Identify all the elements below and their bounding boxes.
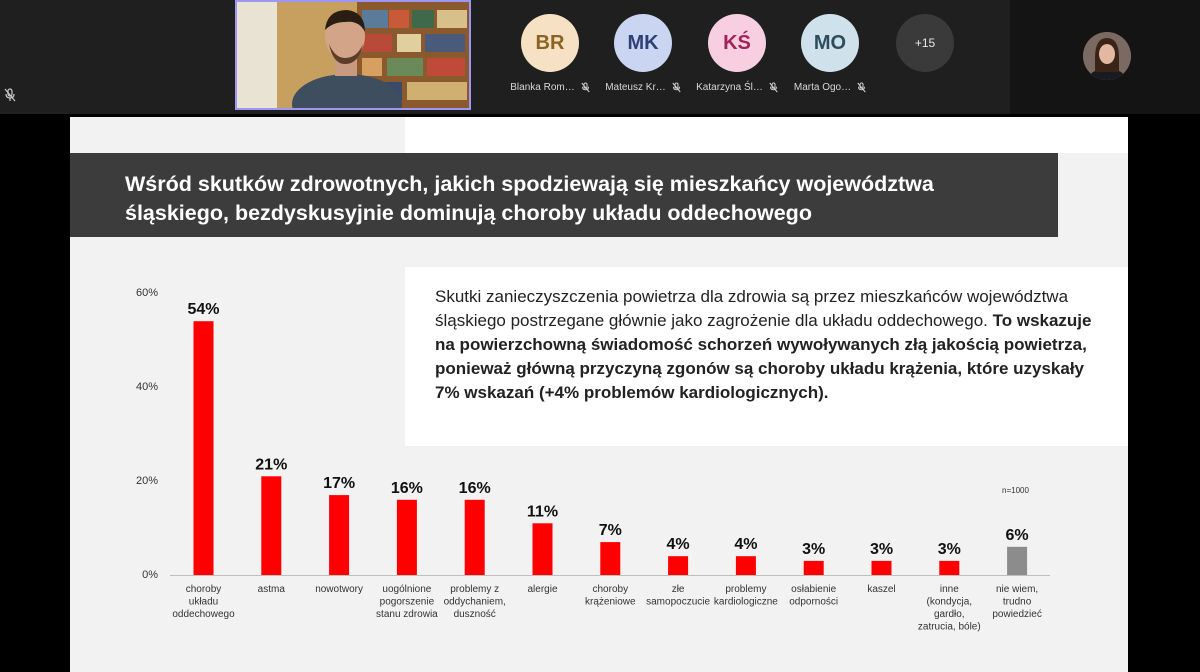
bar — [193, 321, 214, 575]
slide-title: Wśród skutków zdrowotnych, jakich spodzi… — [125, 172, 934, 225]
speaker-video-frame — [237, 2, 469, 108]
participant-tile[interactable]: KŚ Katarzyna Śl… — [692, 14, 782, 93]
category-label: stanu zdrowia — [376, 609, 438, 620]
category-label: osłabienie — [791, 584, 836, 595]
category-label: choroby — [186, 584, 222, 595]
category-label: nie wiem, — [996, 584, 1038, 595]
avatar: MO — [801, 14, 859, 72]
mic-off-icon — [581, 82, 590, 93]
slide-text-box: Skutki zanieczyszczenia powietrza dla zd… — [405, 267, 1128, 446]
description-normal: Skutki zanieczyszczenia powietrza dla zd… — [435, 287, 1069, 330]
bar-value-label: 16% — [391, 480, 423, 497]
self-video-frame — [1083, 32, 1131, 80]
category-label: (kondycja, — [927, 597, 973, 608]
bar — [668, 556, 689, 575]
category-label: alergie — [527, 584, 557, 595]
category-label: problemy z — [450, 584, 499, 595]
category-label: zatrucia, bóle) — [918, 622, 981, 633]
bar — [735, 556, 756, 575]
presentation-slide: Wśród skutków zdrowotnych, jakich spodzi… — [70, 117, 1128, 672]
participant-tile[interactable]: MO Marta Ogo… — [785, 14, 875, 93]
mic-off-icon — [672, 82, 681, 93]
bar-value-label: 3% — [870, 541, 893, 558]
category-label: samopoczucie — [646, 597, 710, 608]
participant-name: Katarzyna Śl… — [696, 82, 763, 93]
avatar: KŚ — [708, 14, 766, 72]
participant-name: Mateusz Kr… — [605, 82, 666, 93]
y-tick-label: 0% — [142, 569, 158, 581]
category-label: pogorszenie — [380, 597, 435, 608]
meeting-top-bar: BR Blanka Rom… MK Mateusz Kr… KŚ Katarzy… — [0, 0, 1200, 114]
participant-name: Blanka Rom… — [510, 82, 575, 93]
more-participants-button[interactable]: +15 — [896, 14, 954, 72]
category-label: złe — [672, 584, 685, 595]
bar — [396, 499, 417, 575]
slide-description: Skutki zanieczyszczenia powietrza dla zd… — [435, 285, 1095, 405]
bar-value-label: 7% — [599, 522, 622, 539]
category-label: powiedzieć — [992, 609, 1041, 620]
participant-name: Marta Ogo… — [793, 82, 852, 93]
bar — [464, 499, 485, 575]
category-label: problemy — [725, 584, 766, 595]
category-label: kaszel — [867, 584, 895, 595]
category-label: choroby — [593, 584, 629, 595]
bar — [600, 542, 621, 575]
bar-value-label: 11% — [527, 503, 558, 520]
bar-value-label: 21% — [255, 456, 287, 473]
bar — [803, 560, 824, 575]
category-label: duszność — [454, 609, 496, 620]
mic-off-icon[interactable] — [4, 88, 16, 102]
bar — [939, 560, 960, 575]
bar-value-label: 4% — [667, 536, 690, 553]
y-tick-label: 40% — [135, 381, 158, 393]
bar-value-label: 3% — [802, 541, 825, 558]
category-label: uogólnione — [382, 584, 431, 595]
category-label: kardiologiczne — [714, 597, 778, 608]
bar-value-label: 6% — [1006, 527, 1029, 544]
participant-tile[interactable]: BR Blanka Rom… — [505, 14, 595, 93]
category-label: astma — [258, 584, 286, 595]
category-label: układu — [189, 597, 218, 608]
description-bold: To wskazuje na powierzchowną świadomość … — [435, 311, 1092, 402]
category-label: oddechowego — [172, 609, 235, 620]
category-label: gardło, — [934, 609, 965, 620]
mic-off-icon — [857, 82, 866, 93]
bar-value-label: 3% — [938, 541, 961, 558]
category-label: nowotwory — [315, 584, 363, 595]
bar — [261, 476, 282, 575]
bar-value-label: 54% — [187, 301, 219, 318]
category-label: krążeniowe — [585, 597, 636, 608]
bar — [532, 523, 553, 575]
y-tick-label: 60% — [135, 287, 158, 299]
avatar: MK — [614, 14, 672, 72]
category-label: odporności — [789, 597, 838, 608]
slide-background-panel — [405, 117, 1128, 153]
y-tick-label: 20% — [135, 475, 158, 487]
participant-tile[interactable]: MK Mateusz Kr… — [598, 14, 688, 93]
bar-value-label: 16% — [459, 480, 491, 497]
category-label: inne — [940, 584, 959, 595]
slide-title-bar: Wśród skutków zdrowotnych, jakich spodzi… — [70, 153, 1058, 237]
bar — [871, 560, 892, 575]
self-video-avatar[interactable] — [1083, 32, 1131, 80]
category-label: trudno — [1003, 597, 1032, 608]
sample-size-note: n=1000 — [1002, 486, 1029, 495]
bar — [329, 495, 350, 575]
category-label: oddychaniem, — [444, 597, 506, 608]
bar — [1007, 546, 1028, 575]
mic-off-icon — [769, 82, 778, 93]
bar-value-label: 17% — [323, 475, 355, 492]
bar-value-label: 4% — [734, 536, 757, 553]
active-speaker-video[interactable] — [235, 0, 471, 110]
avatar: BR — [521, 14, 579, 72]
